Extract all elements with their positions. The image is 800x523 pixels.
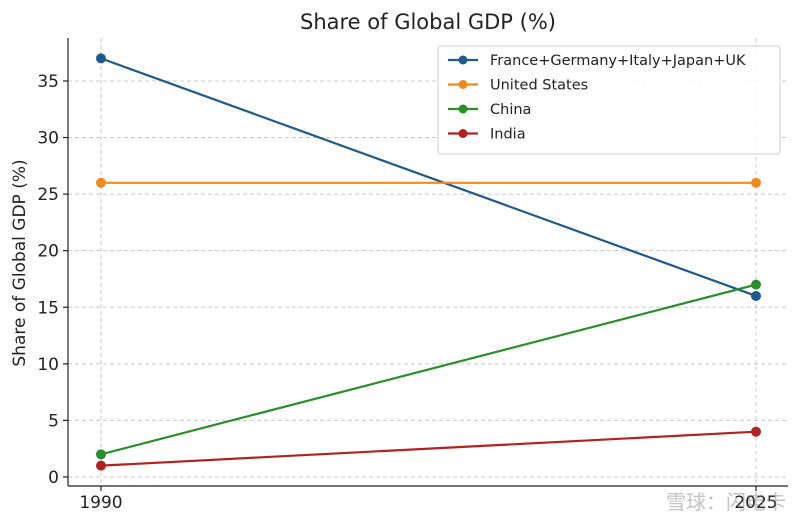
chart-title: Share of Global GDP (%) <box>300 10 556 34</box>
legend-label: India <box>490 127 526 143</box>
legend-label: France+Germany+Italy+Japan+UK <box>490 53 746 69</box>
legend-swatch-marker <box>458 104 468 114</box>
legend-swatch-marker <box>458 80 468 89</box>
data-point <box>751 290 761 301</box>
y-tick-label: 5 <box>48 411 59 431</box>
data-point <box>96 460 106 471</box>
x-tick-label: 2025 <box>734 493 777 513</box>
legend-swatch-marker <box>458 55 468 65</box>
legend-box <box>437 45 781 155</box>
legend: France+Germany+Italy+Japan+UK United Stat… <box>437 45 781 155</box>
legend-label: United States <box>490 78 588 94</box>
x-tick-label: 1990 <box>79 493 122 513</box>
y-tick-label: 25 <box>37 185 59 205</box>
legend-label: China <box>490 102 531 118</box>
data-point <box>96 53 106 64</box>
data-point <box>751 426 761 437</box>
grid-layer <box>68 38 788 486</box>
y-tick-label: 10 <box>37 355 59 375</box>
data-point <box>96 177 106 188</box>
series-line <box>100 430 757 467</box>
legend-swatch-marker <box>458 129 468 138</box>
y-tick-label: 15 <box>37 298 59 318</box>
y-tick-label: 0 <box>48 468 59 488</box>
y-tick-label: 30 <box>37 129 59 149</box>
series-line <box>100 57 757 297</box>
y-tick-label: 20 <box>37 242 59 262</box>
data-point <box>96 449 106 460</box>
y-axis-label: Share of Global GDP (%) <box>10 159 30 366</box>
data-point <box>751 279 761 290</box>
series-line <box>100 283 757 456</box>
y-tick-label: 35 <box>37 72 59 92</box>
watermark: 雪球：闪电卡 <box>666 490 786 514</box>
series-layer <box>96 53 761 471</box>
data-point <box>751 177 761 188</box>
